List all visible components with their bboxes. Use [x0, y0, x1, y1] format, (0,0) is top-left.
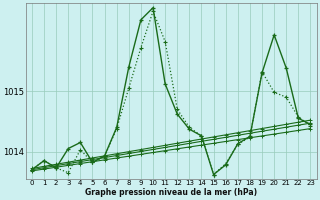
X-axis label: Graphe pression niveau de la mer (hPa): Graphe pression niveau de la mer (hPa): [85, 188, 257, 197]
